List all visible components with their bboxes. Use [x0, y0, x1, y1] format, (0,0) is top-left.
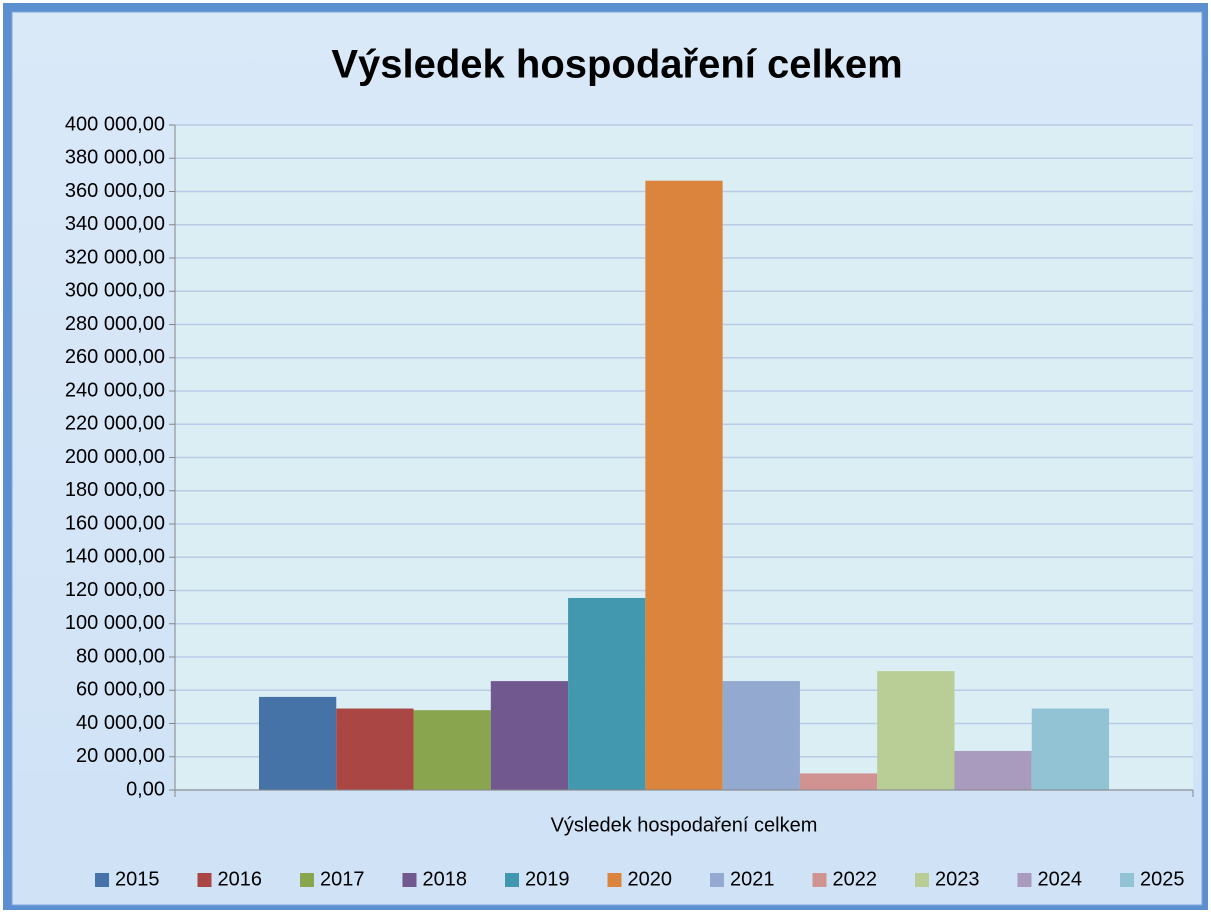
y-tick-label: 120 000,00 — [65, 579, 165, 601]
legend-label: 2019 — [525, 868, 570, 890]
chart-title: Výsledek hospodaření celkem — [331, 43, 902, 87]
bar — [490, 681, 569, 790]
legend-swatch — [1017, 873, 1032, 887]
y-tick-label: 140 000,00 — [65, 546, 165, 568]
legend-label: 2021 — [730, 868, 775, 890]
y-tick-label: 180 000,00 — [65, 479, 165, 501]
y-tick-label: 100 000,00 — [65, 612, 165, 634]
y-tick-label: 240 000,00 — [65, 379, 165, 401]
y-tick-label: 280 000,00 — [65, 313, 165, 335]
bar — [568, 597, 646, 790]
legend-swatch — [402, 873, 417, 887]
legend-label: 2017 — [320, 868, 365, 890]
legend-label: 2023 — [935, 868, 980, 890]
y-tick-label: 160 000,00 — [65, 512, 165, 534]
x-tick-label: Výsledek hospodaření celkem — [551, 814, 818, 836]
bar — [645, 180, 723, 791]
legend-label: 2025 — [1140, 868, 1185, 890]
legend-label: 2015 — [115, 868, 160, 890]
legend-swatch — [607, 873, 622, 887]
y-tick-label: 40 000,00 — [76, 712, 165, 734]
y-tick-label: 400 000,00 — [65, 113, 165, 135]
bar — [877, 671, 955, 790]
y-tick-label: 220 000,00 — [65, 413, 165, 435]
bar — [258, 696, 337, 790]
y-tick-label: 260 000,00 — [65, 346, 165, 368]
legend-swatch — [812, 873, 827, 887]
y-tick-label: 380 000,00 — [65, 147, 165, 169]
legend-label: 2022 — [833, 868, 878, 890]
legend-label: 2024 — [1038, 868, 1083, 890]
legend-swatch — [95, 873, 109, 887]
bar — [954, 750, 1032, 790]
legend-swatch — [300, 873, 314, 887]
y-tick-label: 360 000,00 — [65, 180, 165, 202]
bar — [722, 681, 800, 790]
y-tick-label: 0,00 — [126, 778, 165, 800]
y-tick-label: 200 000,00 — [65, 446, 165, 468]
legend-swatch — [710, 873, 724, 887]
y-tick-label: 300 000,00 — [65, 280, 165, 302]
legend-label: 2018 — [423, 868, 468, 890]
legend-swatch — [1120, 873, 1134, 887]
legend-label: 2020 — [628, 868, 673, 890]
bar — [413, 710, 491, 790]
legend-swatch — [915, 873, 929, 887]
y-tick-label: 60 000,00 — [76, 679, 165, 701]
legend-label: 2016 — [218, 868, 263, 890]
bar — [336, 708, 414, 790]
y-tick-label: 80 000,00 — [76, 645, 165, 667]
y-tick-label: 320 000,00 — [65, 246, 165, 268]
y-tick-label: 20 000,00 — [76, 745, 165, 767]
bar — [799, 773, 878, 790]
bar — [1031, 708, 1110, 790]
legend-swatch — [505, 873, 519, 887]
legend-swatch — [197, 873, 212, 887]
y-tick-label: 340 000,00 — [65, 213, 165, 235]
